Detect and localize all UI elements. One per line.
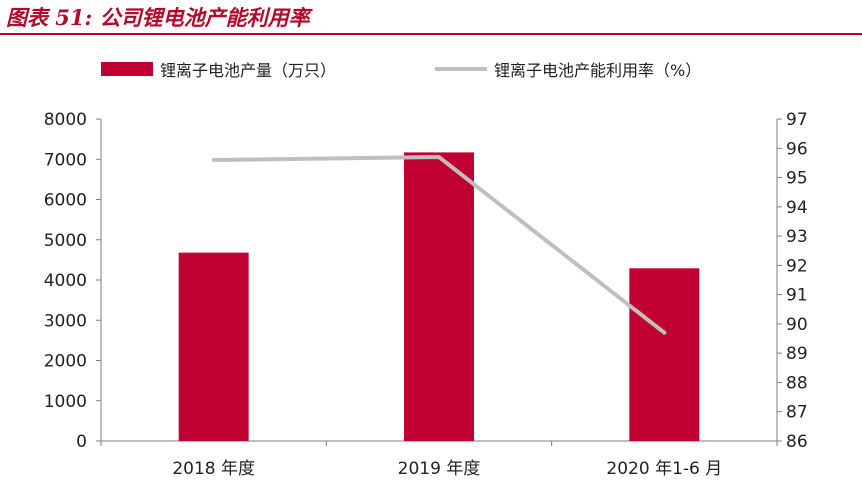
legend-bar-swatch bbox=[101, 62, 153, 76]
left-tick-label: 3000 bbox=[44, 311, 87, 331]
x-category-label: 2019 年度 bbox=[398, 459, 481, 479]
right-tick-label: 89 bbox=[786, 344, 808, 364]
bar-3 bbox=[629, 268, 700, 441]
x-category-label: 2018 年度 bbox=[172, 459, 255, 479]
right-tick-label: 93 bbox=[786, 227, 808, 247]
legend-line-label: 锂离子电池产能利用率（%） bbox=[494, 61, 701, 80]
right-tick-label: 94 bbox=[786, 198, 808, 218]
left-tick-label: 2000 bbox=[44, 352, 87, 372]
x-category-label: 2020 年1-6 月 bbox=[606, 459, 722, 479]
right-tick-label: 86 bbox=[786, 432, 808, 452]
legend-bar-label: 锂离子电池产量（万只） bbox=[160, 61, 336, 80]
left-tick-label: 1000 bbox=[44, 392, 87, 412]
right-tick-label: 88 bbox=[786, 373, 808, 393]
left-tick-label: 5000 bbox=[44, 231, 87, 251]
line-point-2 bbox=[437, 155, 441, 160]
right-tick-label: 87 bbox=[786, 403, 808, 423]
line-point-3 bbox=[662, 330, 667, 335]
left-tick-label: 8000 bbox=[44, 110, 87, 130]
title-divider bbox=[0, 33, 862, 35]
left-tick-label: 0 bbox=[76, 432, 87, 452]
right-tick-label: 95 bbox=[786, 169, 808, 189]
bar-1 bbox=[178, 252, 249, 441]
right-tick-label: 91 bbox=[786, 286, 808, 306]
left-tick-label: 6000 bbox=[44, 191, 87, 211]
line-point-1 bbox=[211, 157, 216, 162]
right-tick-label: 92 bbox=[786, 256, 808, 276]
bar-2 bbox=[404, 152, 474, 441]
left-tick-label: 4000 bbox=[44, 271, 87, 291]
chart-title: 图表 51: 公司锂电池产能利用率 bbox=[6, 5, 310, 30]
right-tick-label: 97 bbox=[786, 110, 808, 130]
right-tick-label: 96 bbox=[786, 139, 808, 159]
legend: 锂离子电池产量（万只） 锂离子电池产能利用率（%） bbox=[101, 61, 701, 80]
left-tick-label: 7000 bbox=[44, 150, 87, 170]
right-tick-label: 90 bbox=[786, 315, 808, 335]
